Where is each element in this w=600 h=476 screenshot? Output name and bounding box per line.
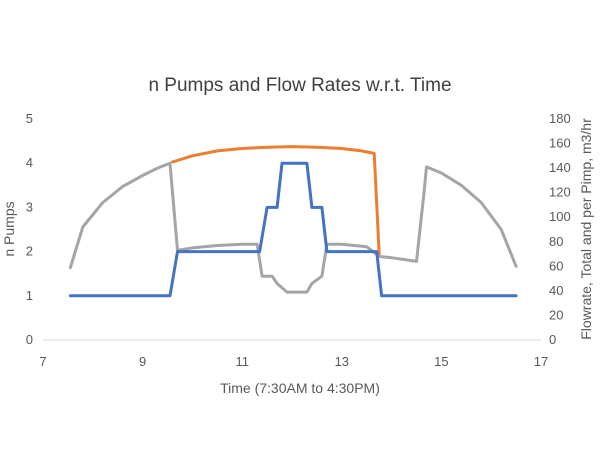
series-line-2 xyxy=(68,161,518,294)
series-line-1 xyxy=(171,145,381,256)
y-right-tick-label: 140 xyxy=(549,160,571,175)
x-tick-label: 7 xyxy=(39,354,46,369)
y-left-tick-label: 2 xyxy=(26,244,33,259)
y-right-tick-label: 120 xyxy=(549,185,571,200)
y-right-tick-label: 180 xyxy=(549,111,571,126)
x-tick-label: 15 xyxy=(434,354,448,369)
y-left-tick-label: 4 xyxy=(26,155,33,170)
y-right-tick-label: 40 xyxy=(549,283,563,298)
y-right-tick-label: 20 xyxy=(549,307,563,322)
series-line-3 xyxy=(68,161,518,298)
y-left-tick-label: 1 xyxy=(26,288,33,303)
y-left-tick-label: 3 xyxy=(26,199,33,214)
y-right-tick-label: 60 xyxy=(549,258,563,273)
x-tick-label: 11 xyxy=(235,354,249,369)
y-right-tick-label: 160 xyxy=(549,136,571,151)
y-right-tick-label: 0 xyxy=(549,332,556,347)
y-left-tick-label: 0 xyxy=(26,332,33,347)
x-tick-label: 13 xyxy=(335,354,349,369)
y-right-tick-label: 80 xyxy=(549,234,563,249)
chart-title: n Pumps and Flow Rates w.r.t. Time xyxy=(148,75,451,96)
y-axis-right-title: Flowrate, Total and per Pimp, m3/hr xyxy=(578,118,594,340)
y-right-tick-label: 100 xyxy=(549,209,571,224)
x-tick-label: 17 xyxy=(534,354,548,369)
x-axis-title: Time (7:30AM to 4:30PM) xyxy=(220,380,380,396)
y-axis-left-title: n Pumps xyxy=(1,201,17,256)
series-lines xyxy=(68,145,518,298)
y-left-tick-label: 5 xyxy=(26,111,33,126)
x-tick-label: 9 xyxy=(139,354,146,369)
